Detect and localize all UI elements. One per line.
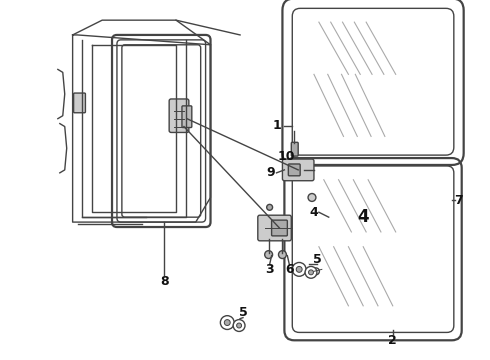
FancyBboxPatch shape bbox=[74, 93, 85, 113]
Circle shape bbox=[237, 323, 242, 328]
FancyBboxPatch shape bbox=[282, 159, 314, 181]
Text: 1: 1 bbox=[272, 119, 281, 132]
Text: 3: 3 bbox=[265, 263, 274, 276]
Circle shape bbox=[313, 268, 319, 275]
Text: 6: 6 bbox=[285, 263, 294, 276]
Circle shape bbox=[267, 204, 272, 210]
Text: 9: 9 bbox=[266, 166, 275, 179]
Circle shape bbox=[220, 316, 234, 329]
Circle shape bbox=[296, 266, 302, 272]
FancyBboxPatch shape bbox=[169, 99, 189, 132]
Text: 4: 4 bbox=[310, 206, 318, 219]
Text: 5: 5 bbox=[239, 306, 247, 319]
Text: 5: 5 bbox=[313, 253, 321, 266]
Circle shape bbox=[265, 251, 272, 258]
FancyBboxPatch shape bbox=[258, 215, 291, 241]
FancyBboxPatch shape bbox=[182, 106, 192, 127]
Text: 4: 4 bbox=[357, 208, 369, 226]
Circle shape bbox=[233, 320, 245, 332]
Circle shape bbox=[292, 262, 306, 276]
Text: 8: 8 bbox=[160, 275, 169, 288]
Text: 7: 7 bbox=[454, 194, 463, 207]
Text: 10: 10 bbox=[278, 150, 295, 163]
FancyBboxPatch shape bbox=[291, 142, 298, 156]
Circle shape bbox=[309, 270, 314, 275]
Circle shape bbox=[224, 320, 230, 325]
Circle shape bbox=[305, 266, 317, 278]
Circle shape bbox=[308, 194, 316, 201]
Circle shape bbox=[278, 251, 286, 258]
FancyBboxPatch shape bbox=[288, 164, 300, 176]
FancyBboxPatch shape bbox=[271, 220, 287, 236]
Text: 2: 2 bbox=[389, 334, 397, 347]
